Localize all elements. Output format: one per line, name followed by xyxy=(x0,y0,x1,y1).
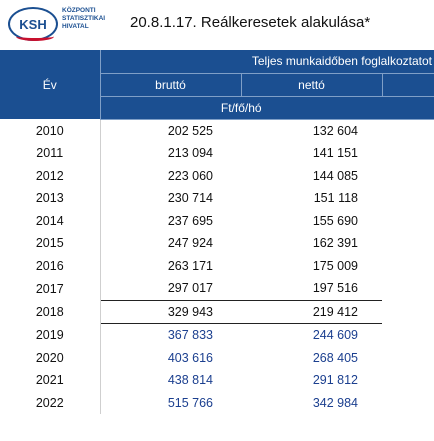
table-row: 2016 263 171 175 009 xyxy=(0,254,434,278)
table-row: 2017 297 017 197 516 xyxy=(0,277,434,300)
empty-cell xyxy=(382,392,434,415)
brutto-cell: 403 616 xyxy=(167,350,213,365)
netto-cell: 291 812 xyxy=(312,373,358,388)
empty-cell xyxy=(382,232,434,255)
header-blank-cell xyxy=(382,73,434,97)
year-cell: 2021 xyxy=(0,369,101,392)
table-row: 2015 247 924 162 391 xyxy=(0,232,434,255)
empty-cell xyxy=(382,324,434,347)
year-cell: 2013 xyxy=(0,187,101,210)
ksh-logo-text: KÖZPONTI STATISZTIKAI HIVATAL xyxy=(62,7,105,31)
table-row: 2020 403 616 268 405 xyxy=(0,346,434,370)
empty-cell xyxy=(382,369,434,392)
brutto-cell: 367 833 xyxy=(167,328,213,343)
brutto-cell: 202 525 xyxy=(167,123,213,138)
netto-cell: 268 405 xyxy=(312,350,358,365)
year-cell: 2018 xyxy=(0,300,101,324)
brutto-cell: 230 714 xyxy=(167,191,213,206)
year-cell: 2012 xyxy=(0,164,101,187)
netto-cell: 219 412 xyxy=(241,299,382,324)
ksh-logo: KSH KÖZPONTI STATISZTIKAI HIVATAL xyxy=(8,5,118,41)
table-row: 2014 237 695 155 690 xyxy=(0,209,434,233)
year-cell: 2022 xyxy=(0,391,101,414)
netto-cell: 141 151 xyxy=(312,146,358,161)
brutto-cell: 213 094 xyxy=(167,146,213,161)
netto-cell: 155 690 xyxy=(312,213,358,228)
empty-cell xyxy=(382,347,434,370)
year-cell: 2014 xyxy=(0,209,101,232)
brutto-cell: 263 171 xyxy=(167,258,213,273)
netto-cell: 162 391 xyxy=(312,236,358,251)
netto-cell: 244 609 xyxy=(312,328,358,343)
page-title: 20.8.1.17. Reálkeresetek alakulása* xyxy=(130,14,371,31)
netto-cell: 132 604 xyxy=(312,123,358,138)
year-cell: 2016 xyxy=(0,254,101,277)
ksh-logo-abbr: KSH xyxy=(19,16,47,32)
brutto-cell: 223 060 xyxy=(167,168,213,183)
table-row: 2010 202 525 132 604 xyxy=(0,119,434,142)
table-row: 2021 438 814 291 812 xyxy=(0,369,434,392)
unit-header: Ft/fő/hó xyxy=(100,96,382,120)
brutto-cell: 297 017 xyxy=(167,281,213,296)
year-cell: 2011 xyxy=(0,142,101,165)
table-row: 2019 367 833 244 609 xyxy=(0,323,434,347)
year-cell: 2017 xyxy=(0,277,101,300)
table-row: 2022 515 766 342 984 xyxy=(0,391,434,415)
empty-cell xyxy=(382,142,434,165)
empty-cell xyxy=(382,277,434,300)
header-blank-cell xyxy=(382,96,434,120)
empty-cell xyxy=(382,119,434,142)
logo-swoosh-icon xyxy=(16,32,54,41)
year-cell: 2020 xyxy=(0,346,101,369)
netto-cell: 197 516 xyxy=(312,281,358,296)
year-cell: 2019 xyxy=(0,323,101,347)
brutto-column-header: bruttó xyxy=(100,73,242,97)
empty-cell xyxy=(382,255,434,278)
table-row: 2018 329 943 219 412 xyxy=(0,299,434,324)
table-row: 2011 213 094 141 151 xyxy=(0,142,434,165)
group-header: Teljes munkaidőben foglalkoztatot xyxy=(100,50,434,74)
netto-cell: 175 009 xyxy=(312,258,358,273)
brutto-cell: 515 766 xyxy=(167,395,213,410)
empty-cell xyxy=(382,165,434,188)
empty-cell xyxy=(382,210,434,233)
table-row: 2012 223 060 144 085 xyxy=(0,164,434,188)
empty-cell xyxy=(382,187,434,210)
netto-column-header: nettó xyxy=(241,73,383,97)
brutto-cell: 329 943 xyxy=(99,299,241,324)
table-row: 2013 230 714 151 118 xyxy=(0,187,434,210)
netto-cell: 342 984 xyxy=(312,395,358,410)
netto-cell: 151 118 xyxy=(313,191,358,206)
brutto-cell: 247 924 xyxy=(167,236,213,251)
empty-cell xyxy=(382,300,434,324)
year-cell: 2010 xyxy=(0,119,101,142)
logo-line: STATISZTIKAI xyxy=(62,15,106,22)
logo-line: HIVATAL xyxy=(62,23,89,30)
netto-cell: 144 085 xyxy=(312,168,358,183)
year-column-header: Év xyxy=(0,50,101,119)
brutto-cell: 438 814 xyxy=(167,373,213,388)
page-header: KSH KÖZPONTI STATISZTIKAI HIVATAL 20.8.1… xyxy=(0,0,434,46)
logo-line: KÖZPONTI xyxy=(62,7,96,14)
earnings-table: Év Teljes munkaidőben foglalkoztatot bru… xyxy=(0,50,434,414)
year-cell: 2015 xyxy=(0,232,101,255)
brutto-cell: 237 695 xyxy=(167,213,213,228)
